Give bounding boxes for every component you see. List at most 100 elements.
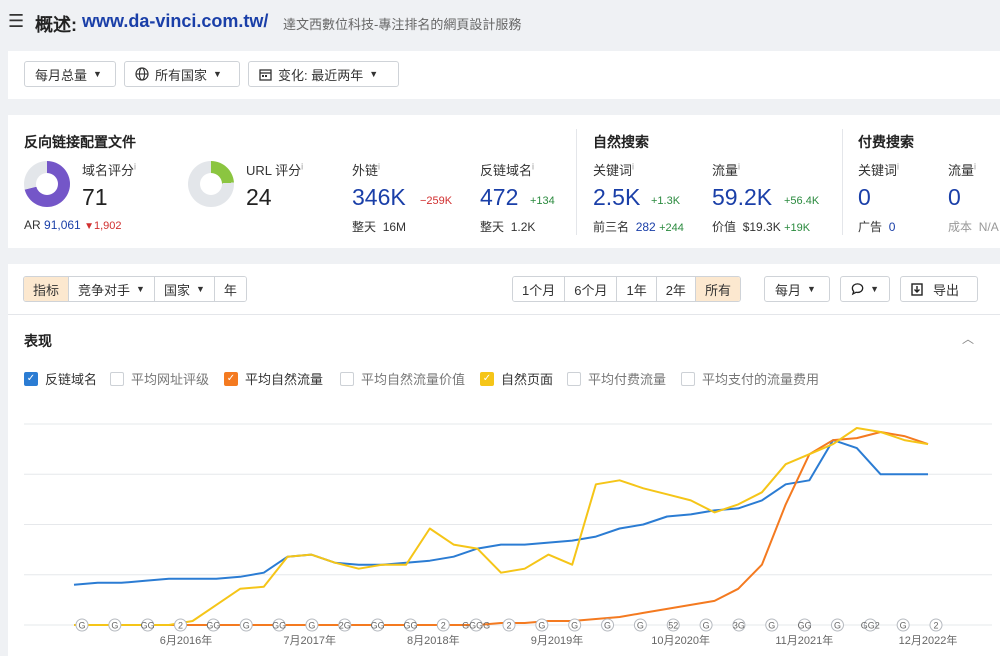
annotation-label: 2 (441, 621, 446, 631)
url-rating-label[interactable]: URL 评分i (246, 161, 304, 178)
annotation-marker (338, 618, 352, 632)
comment-icon (851, 283, 864, 296)
interval-dropdown[interactable]: 每月 ▼ (764, 276, 830, 302)
range-all[interactable]: 所有 (695, 277, 740, 301)
referring-domains-total: 整天 1.2K (480, 220, 536, 234)
organic-keywords-label[interactable]: 关键词i (593, 161, 635, 178)
annotation-marker (633, 618, 647, 632)
ahrefs-rank-value: 91,061 (44, 218, 81, 232)
caret-down-icon: ▼ (807, 284, 816, 294)
range-1-month[interactable]: 1个月 (513, 277, 566, 301)
x-tick-label: 12月2022年 (899, 633, 958, 647)
annotation-marker (403, 618, 417, 632)
legend-avg-paid-traffic-cost[interactable]: 平均支付的流量费用 (681, 369, 819, 388)
range-1-year[interactable]: 1年 (617, 277, 657, 301)
page-title-label: 概述: (35, 15, 77, 35)
monthly-total-label: 每月总量 (35, 67, 88, 83)
top3-positions: 前三名 282 +244 (593, 220, 684, 234)
caret-down-icon: ▼ (369, 69, 379, 79)
organic-keywords-delta: +1.3K (651, 195, 681, 207)
annotation-label: G (243, 621, 250, 631)
backlinks-value[interactable]: 346K (352, 184, 406, 210)
paid-traffic-label[interactable]: 流量i (948, 161, 977, 178)
referring-domains-label[interactable]: 反链域名i (480, 161, 535, 178)
annotation-label: 2 (933, 621, 938, 631)
menu-icon[interactable]: ☰ (8, 11, 25, 31)
annotation-marker (272, 618, 286, 632)
download-icon (911, 282, 923, 296)
page-description: 達文西數位科技-專注排名的網頁設計服務 (283, 17, 522, 32)
series-line-2 (74, 427, 929, 626)
metrics-panel: 反向链接配置文件 域名评分i 71 AR 91,061 ▼1,902 URL 评… (8, 115, 1000, 248)
legend-avg-url-rating[interactable]: 平均网址评级 (110, 369, 209, 388)
performance-panel: 指标 竞争对手 ▼ 国家 ▼ 年 1个月 6个月 1年 2年 所有 每月 ▼ ▼ 导… (8, 264, 1000, 656)
series-line-1 (74, 431, 929, 626)
performance-chart[interactable]: G G GG 2 GG G GG G 2G GG GG 2 GGGG 2 G G G G 52 G 3G G GG G GG2 G… (8, 264, 1000, 656)
caret-down-icon: ▼ (93, 69, 102, 79)
traffic-value: 价值 $19.3K +19K (712, 220, 811, 234)
range-tabs: 1个月 6个月 1年 2年 所有 (512, 276, 741, 302)
tab-competitors[interactable]: 竞争对手 ▼ (69, 277, 155, 301)
referring-domains-value[interactable]: 472 (480, 184, 519, 210)
divider (8, 314, 1000, 315)
country-label: 所有国家 (155, 67, 208, 83)
checkbox-checked-icon: ✓ (24, 371, 38, 386)
annotation-label: GG (371, 621, 385, 631)
tab-countries[interactable]: 国家 ▼ (154, 277, 215, 301)
organic-traffic-label[interactable]: 流量i (712, 161, 741, 178)
annotation-marker (371, 618, 385, 632)
domain-rating-label[interactable]: 域名评分i (82, 161, 137, 178)
legend-organic-pages[interactable]: ✓ 自然页面 (480, 369, 553, 388)
range-2-years[interactable]: 2年 (656, 277, 696, 301)
monthly-total-dropdown[interactable]: 每月总量 ▼ (24, 61, 116, 87)
checkbox-icon (340, 371, 354, 386)
legend-referring-domains[interactable]: ✓ 反链域名 (24, 369, 97, 388)
url-rating-value: 24 (246, 184, 272, 210)
tab-metrics[interactable]: 指标 (24, 277, 70, 301)
export-button[interactable]: 导出 (900, 276, 978, 302)
page-title-domain[interactable]: www.da-vinci.com.tw/ (82, 11, 269, 31)
x-tick-label: 9月2019年 (531, 633, 584, 647)
annotation-label: 3G (733, 621, 745, 631)
annotation-label: GG (206, 621, 220, 631)
backlink-profile-title: 反向链接配置文件 (24, 134, 136, 150)
range-6-months[interactable]: 6个月 (565, 277, 618, 301)
paid-keywords-label[interactable]: 关键词i (858, 161, 900, 178)
tab-years[interactable]: 年 (214, 277, 246, 301)
organic-search-title: 自然搜索 (593, 134, 649, 150)
globe-icon (135, 67, 149, 81)
country-dropdown[interactable]: 所有国家 ▼ (124, 61, 240, 87)
annotation-label: 2 (178, 621, 183, 631)
filter-bar: 每月总量 ▼ 所有国家 ▼ 变化: 最近两年 ▼ (8, 51, 1000, 99)
annotation-label: G (604, 621, 611, 631)
paid-keywords-value[interactable]: 0 (858, 184, 871, 210)
annotation-marker (239, 618, 253, 632)
divider (576, 129, 577, 235)
annotation-label: 52 (668, 621, 678, 631)
paid-traffic-value[interactable]: 0 (948, 184, 961, 210)
annotation-label: 2G (339, 621, 351, 631)
backlinks-label[interactable]: 外链i (352, 161, 381, 178)
organic-keywords-value[interactable]: 2.5K (593, 184, 641, 210)
top-bar: ☰ 概述: www.da-vinci.com.tw/ 達文西數位科技-專注排名的… (0, 0, 1000, 44)
x-tick-label: 7月2017年 (283, 633, 336, 647)
referring-domains-delta: +134 (530, 195, 555, 207)
annotation-label: G (78, 621, 85, 631)
legend-avg-organic-traffic[interactable]: ✓ 平均自然流量 (224, 369, 323, 388)
annotation-label: G (111, 621, 118, 631)
annotation-marker (535, 618, 549, 632)
ahrefs-rank-delta: 1,902 (93, 220, 122, 232)
chevron-up-icon[interactable]: ︿ (962, 332, 975, 346)
annotation-label: GGGG (462, 621, 490, 631)
annotation-marker (601, 618, 615, 632)
performance-title: 表现 (24, 333, 52, 349)
annotations-dropdown[interactable]: ▼ (840, 276, 890, 302)
organic-traffic-value[interactable]: 59.2K (712, 184, 773, 210)
annotation-marker (206, 618, 220, 632)
annotation-marker (502, 618, 516, 632)
annotation-marker (75, 618, 89, 632)
legend-avg-organic-traffic-value[interactable]: 平均自然流量价值 (340, 369, 465, 388)
annotation-marker (469, 618, 483, 632)
change-period-dropdown[interactable]: 变化: 最近两年 ▼ (248, 61, 399, 87)
legend-avg-paid-traffic[interactable]: 平均付费流量 (567, 369, 666, 388)
